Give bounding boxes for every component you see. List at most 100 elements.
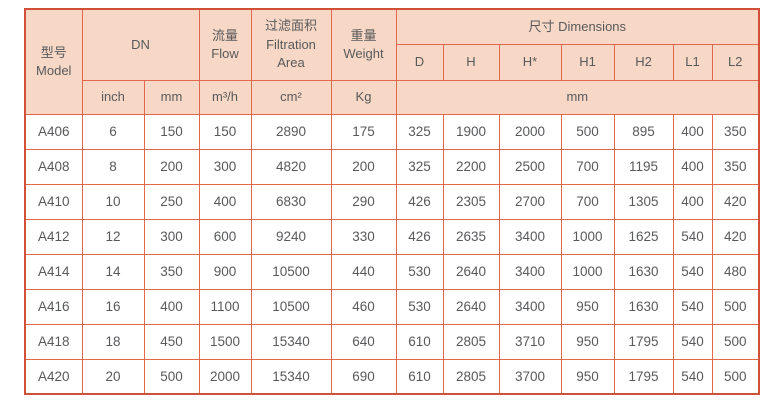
value-cell: 895 xyxy=(613,113,674,150)
value-cell: 8 xyxy=(81,148,145,185)
value-cell: 610 xyxy=(395,323,444,360)
value-cell: 1630 xyxy=(613,288,674,325)
model-cell: A410 xyxy=(24,183,83,220)
value-cell: 2000 xyxy=(498,113,562,150)
value-cell: 350 xyxy=(143,253,200,290)
model-cell: A412 xyxy=(24,218,83,255)
value-cell: 500 xyxy=(711,288,760,325)
value-cell: 530 xyxy=(395,253,444,290)
model-cell: A414 xyxy=(24,253,83,290)
value-cell: 14 xyxy=(81,253,145,290)
value-cell: 15340 xyxy=(250,358,332,395)
value-cell: 10500 xyxy=(250,253,332,290)
header-dim-h1: H1 xyxy=(560,43,615,81)
header-filtration-area: 过滤面积 Filtration Area xyxy=(250,8,332,81)
header-dim-l1: L1 xyxy=(672,43,713,81)
header-dimensions: 尺寸 Dimensions xyxy=(395,8,760,45)
value-cell: 1305 xyxy=(613,183,674,220)
value-cell: 420 xyxy=(711,183,760,220)
value-cell: 950 xyxy=(560,358,615,395)
value-cell: 950 xyxy=(560,288,615,325)
value-cell: 9240 xyxy=(250,218,332,255)
page: 型号 Model DN 流量 Flow 过滤面积 Filtration Area… xyxy=(24,8,761,395)
value-cell: 300 xyxy=(143,218,200,255)
value-cell: 500 xyxy=(711,323,760,360)
unit-area: cm² xyxy=(250,79,332,115)
value-cell: 1195 xyxy=(613,148,674,185)
unit-weight: Kg xyxy=(330,79,397,115)
unit-mm: mm xyxy=(143,79,200,115)
value-cell: 700 xyxy=(560,148,615,185)
unit-flow: m³/h xyxy=(198,79,252,115)
value-cell: 1795 xyxy=(613,323,674,360)
value-cell: 600 xyxy=(198,218,252,255)
value-cell: 2200 xyxy=(442,148,500,185)
value-cell: 1625 xyxy=(613,218,674,255)
value-cell: 2700 xyxy=(498,183,562,220)
value-cell: 2635 xyxy=(442,218,500,255)
value-cell: 1900 xyxy=(442,113,500,150)
value-cell: 4820 xyxy=(250,148,332,185)
value-cell: 3400 xyxy=(498,288,562,325)
model-cell: A406 xyxy=(24,113,83,150)
spec-table: 型号 Model DN 流量 Flow 过滤面积 Filtration Area… xyxy=(24,8,761,395)
value-cell: 950 xyxy=(560,323,615,360)
model-cell: A416 xyxy=(24,288,83,325)
model-cell: A420 xyxy=(24,358,83,395)
model-cell: A418 xyxy=(24,323,83,360)
header-dim-hstar: H* xyxy=(498,43,562,81)
table-header: 型号 Model DN 流量 Flow 过滤面积 Filtration Area… xyxy=(24,8,760,115)
value-cell: 700 xyxy=(560,183,615,220)
value-cell: 150 xyxy=(198,113,252,150)
table-row: A410 10 250 400 6830 290 426 2305 2700 700 1305 400… xyxy=(24,183,760,220)
header-flow: 流量 Flow xyxy=(198,8,252,81)
value-cell: 460 xyxy=(330,288,397,325)
value-cell: 15340 xyxy=(250,323,332,360)
value-cell: 2890 xyxy=(250,113,332,150)
value-cell: 426 xyxy=(395,183,444,220)
value-cell: 350 xyxy=(711,148,760,185)
value-cell: 610 xyxy=(395,358,444,395)
value-cell: 1100 xyxy=(198,288,252,325)
model-cell: A408 xyxy=(24,148,83,185)
value-cell: 500 xyxy=(143,358,200,395)
value-cell: 1000 xyxy=(560,218,615,255)
value-cell: 200 xyxy=(330,148,397,185)
header-row-1: 型号 Model DN 流量 Flow 过滤面积 Filtration Area… xyxy=(24,8,760,115)
value-cell: 420 xyxy=(711,218,760,255)
table-row: A416 16 400 1100 10500 460 530 2640 3400 950 1630 5… xyxy=(24,288,760,325)
value-cell: 480 xyxy=(711,253,760,290)
value-cell: 3710 xyxy=(498,323,562,360)
value-cell: 325 xyxy=(395,148,444,185)
value-cell: 12 xyxy=(81,218,145,255)
value-cell: 400 xyxy=(143,288,200,325)
header-dim-h2: H2 xyxy=(613,43,674,81)
value-cell: 2305 xyxy=(442,183,500,220)
unit-inch: inch xyxy=(81,79,145,115)
value-cell: 175 xyxy=(330,113,397,150)
value-cell: 290 xyxy=(330,183,397,220)
table-row: A420 20 500 2000 15340 690 610 2805 3700 950 1795 5… xyxy=(24,358,760,395)
value-cell: 18 xyxy=(81,323,145,360)
value-cell: 440 xyxy=(330,253,397,290)
value-cell: 350 xyxy=(711,113,760,150)
value-cell: 325 xyxy=(395,113,444,150)
value-cell: 1795 xyxy=(613,358,674,395)
value-cell: 426 xyxy=(395,218,444,255)
value-cell: 6830 xyxy=(250,183,332,220)
table-row: A418 18 450 1500 15340 640 610 2805 3710 950 1795 5… xyxy=(24,323,760,360)
value-cell: 690 xyxy=(330,358,397,395)
value-cell: 20 xyxy=(81,358,145,395)
value-cell: 500 xyxy=(560,113,615,150)
value-cell: 2500 xyxy=(498,148,562,185)
value-cell: 150 xyxy=(143,113,200,150)
value-cell: 6 xyxy=(81,113,145,150)
value-cell: 640 xyxy=(330,323,397,360)
header-dim-h: H xyxy=(442,43,500,81)
value-cell: 3700 xyxy=(498,358,562,395)
value-cell: 450 xyxy=(143,323,200,360)
table-row: A414 14 350 900 10500 440 530 2640 3400 1000 1630 5… xyxy=(24,253,760,290)
value-cell: 400 xyxy=(198,183,252,220)
value-cell: 16 xyxy=(81,288,145,325)
table-row: A406 6 150 150 2890 175 325 1900 2000 500 895 400 35… xyxy=(24,113,760,150)
